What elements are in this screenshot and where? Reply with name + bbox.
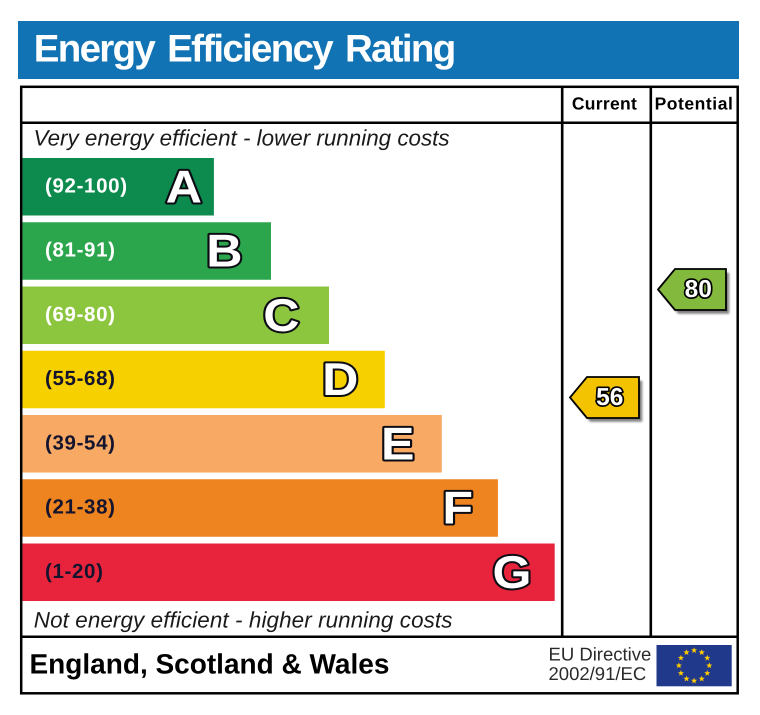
svg-text:F: F (442, 482, 473, 534)
svg-text:Very energy efficient - lower: Very energy efficient - lower running co… (34, 126, 450, 151)
svg-text:(21-38): (21-38) (45, 496, 116, 519)
svg-text:England, Scotland & Wales: England, Scotland & Wales (30, 648, 390, 679)
svg-text:C: C (263, 289, 299, 341)
svg-text:D: D (322, 353, 358, 405)
svg-text:2002/91/EC: 2002/91/EC (549, 663, 647, 684)
svg-text:Energy Efficiency Rating: Energy Efficiency Rating (34, 28, 455, 71)
svg-text:EU Directive: EU Directive (549, 644, 652, 665)
svg-text:(1-20): (1-20) (45, 560, 104, 583)
svg-text:Current: Current (572, 94, 637, 114)
svg-text:B: B (206, 225, 242, 277)
svg-text:80: 80 (685, 276, 712, 303)
svg-text:56: 56 (596, 384, 623, 411)
svg-text:E: E (381, 417, 414, 469)
svg-text:(92-100): (92-100) (45, 174, 128, 197)
svg-text:A: A (166, 160, 202, 212)
svg-text:(39-54): (39-54) (45, 431, 116, 454)
svg-text:Not energy efficient - higher: Not energy efficient - higher running co… (34, 607, 453, 632)
svg-text:(69-80): (69-80) (45, 303, 116, 326)
svg-text:G: G (492, 546, 531, 598)
svg-text:(55-68): (55-68) (45, 367, 116, 390)
svg-text:Potential: Potential (655, 94, 734, 114)
svg-text:(81-91): (81-91) (45, 239, 116, 262)
